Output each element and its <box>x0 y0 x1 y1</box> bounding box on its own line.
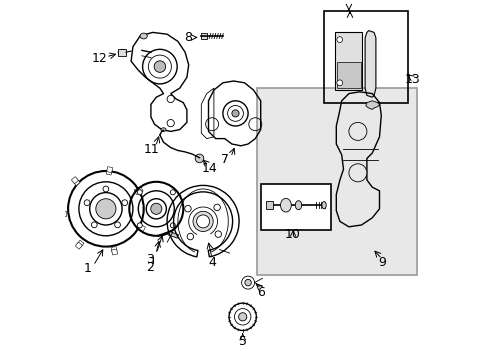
Text: 8: 8 <box>183 31 192 44</box>
Bar <box>77 240 84 247</box>
Bar <box>265 201 272 209</box>
Text: 2: 2 <box>146 261 154 274</box>
Circle shape <box>348 122 366 140</box>
Text: 11: 11 <box>144 143 160 156</box>
Circle shape <box>348 164 366 182</box>
Bar <box>139 225 145 231</box>
Circle shape <box>193 211 213 231</box>
Bar <box>337 62 360 88</box>
Text: 4: 4 <box>208 256 216 269</box>
Bar <box>75 242 82 249</box>
Text: 14: 14 <box>201 162 217 175</box>
Ellipse shape <box>118 49 126 55</box>
Circle shape <box>195 154 203 163</box>
Circle shape <box>103 186 108 192</box>
Bar <box>134 188 141 194</box>
Circle shape <box>96 199 116 219</box>
Text: 7: 7 <box>221 153 229 166</box>
Circle shape <box>167 120 174 127</box>
Bar <box>257 88 416 275</box>
Bar <box>335 32 362 90</box>
Text: 12: 12 <box>91 52 107 65</box>
Bar <box>118 49 126 56</box>
Ellipse shape <box>295 201 301 210</box>
Circle shape <box>244 279 251 286</box>
Bar <box>260 184 330 230</box>
Circle shape <box>184 206 191 212</box>
Circle shape <box>238 313 246 321</box>
Bar <box>111 247 117 252</box>
Ellipse shape <box>161 128 166 131</box>
Circle shape <box>187 233 193 240</box>
Circle shape <box>137 223 142 228</box>
Bar <box>111 249 117 255</box>
Text: 3: 3 <box>146 253 154 266</box>
Text: 1: 1 <box>84 262 92 275</box>
Polygon shape <box>365 101 379 109</box>
Ellipse shape <box>280 198 291 212</box>
Circle shape <box>84 200 90 206</box>
Text: 13: 13 <box>404 73 419 86</box>
Bar <box>136 186 143 193</box>
Circle shape <box>122 200 127 206</box>
Circle shape <box>114 222 120 228</box>
Circle shape <box>137 190 142 195</box>
Circle shape <box>215 231 221 237</box>
Circle shape <box>170 190 175 195</box>
Circle shape <box>213 204 220 211</box>
Bar <box>106 167 112 172</box>
Ellipse shape <box>321 202 325 209</box>
Text: 5: 5 <box>238 335 246 348</box>
Text: 6: 6 <box>257 286 265 299</box>
Bar <box>167 231 178 238</box>
Circle shape <box>167 95 174 103</box>
Bar <box>59 211 63 216</box>
Bar <box>201 33 206 39</box>
Ellipse shape <box>140 33 147 39</box>
Circle shape <box>91 222 97 228</box>
Circle shape <box>336 37 342 42</box>
Text: 9: 9 <box>377 256 385 269</box>
Circle shape <box>150 203 162 214</box>
Bar <box>71 177 78 184</box>
Circle shape <box>231 110 239 117</box>
Bar <box>323 11 407 103</box>
Bar <box>61 211 66 216</box>
Circle shape <box>196 215 209 228</box>
Bar <box>106 169 112 175</box>
Circle shape <box>170 223 175 228</box>
Bar <box>136 224 143 230</box>
Polygon shape <box>365 31 375 97</box>
Text: 10: 10 <box>285 228 301 241</box>
Bar <box>73 179 80 186</box>
Circle shape <box>154 61 165 72</box>
Circle shape <box>336 80 342 86</box>
